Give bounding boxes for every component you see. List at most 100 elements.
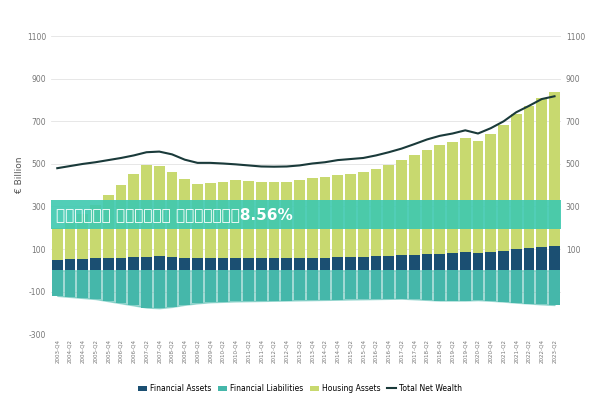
Bar [141, 257, 152, 270]
Bar [116, 258, 127, 270]
Bar [383, 256, 394, 270]
Bar [90, 205, 101, 258]
Bar [154, 256, 164, 270]
Bar [320, 270, 331, 300]
Bar [167, 257, 178, 270]
Bar [473, 253, 484, 270]
Bar [447, 142, 458, 253]
Bar [332, 257, 343, 270]
Bar [65, 270, 76, 297]
Bar [141, 165, 152, 257]
Bar [307, 178, 317, 258]
Bar [460, 252, 470, 270]
Bar [269, 182, 280, 258]
Bar [536, 98, 547, 247]
Bar [90, 258, 101, 270]
Bar [485, 270, 496, 301]
Bar [192, 258, 203, 270]
Bar [524, 248, 535, 270]
Bar [294, 270, 305, 300]
Bar [205, 270, 215, 302]
Bar [51, 200, 561, 229]
Bar [549, 92, 560, 246]
Bar [473, 140, 484, 253]
Bar [77, 270, 88, 298]
Bar [154, 166, 164, 256]
Text: 股票配资门槛 极光盘中异动 下午盘股价大跨8.56%: 股票配资门槛 极光盘中异动 下午盘股价大跨8.56% [56, 207, 293, 222]
Bar [243, 181, 254, 258]
Bar [447, 270, 458, 300]
Bar [243, 258, 254, 270]
Bar [422, 150, 433, 254]
Bar [281, 258, 292, 270]
Bar [498, 270, 509, 302]
Bar [167, 270, 178, 307]
Bar [65, 259, 76, 270]
Bar [396, 256, 407, 270]
Bar [269, 270, 280, 301]
Bar [498, 124, 509, 250]
Bar [218, 270, 229, 302]
Bar [320, 258, 331, 270]
Bar [243, 270, 254, 301]
Bar [179, 270, 190, 305]
Bar [460, 270, 470, 300]
Bar [77, 214, 88, 259]
Bar [485, 252, 496, 270]
Bar [218, 182, 229, 258]
Bar [383, 164, 394, 256]
Bar [422, 270, 433, 300]
Bar [485, 134, 496, 252]
Bar [128, 270, 139, 306]
Bar [524, 106, 535, 248]
Bar [128, 257, 139, 270]
Bar [307, 258, 317, 270]
Bar [65, 222, 76, 259]
Bar [358, 257, 368, 270]
Bar [332, 270, 343, 300]
Bar [294, 258, 305, 270]
Bar [116, 270, 127, 303]
Bar [281, 182, 292, 258]
Bar [103, 195, 113, 258]
Bar [511, 249, 521, 270]
Bar [256, 182, 266, 258]
Bar [103, 270, 113, 301]
Bar [511, 114, 521, 249]
Bar [371, 270, 382, 299]
Bar [205, 183, 215, 258]
Bar [77, 259, 88, 270]
Bar [52, 228, 62, 260]
Bar [128, 174, 139, 257]
Bar [90, 270, 101, 299]
Bar [511, 270, 521, 303]
Bar [192, 184, 203, 258]
Y-axis label: € Billion: € Billion [15, 156, 24, 193]
Bar [396, 270, 407, 299]
Bar [371, 256, 382, 270]
Bar [358, 172, 368, 257]
Bar [281, 270, 292, 300]
Bar [205, 258, 215, 270]
Legend: Financial Assets, Financial Liabilities, Housing Assets, Total Net Wealth: Financial Assets, Financial Liabilities,… [135, 381, 465, 396]
Bar [422, 254, 433, 270]
Bar [52, 270, 62, 296]
Bar [409, 155, 419, 255]
Bar [256, 258, 266, 270]
Bar [345, 174, 356, 257]
Bar [179, 179, 190, 258]
Bar [52, 260, 62, 270]
Bar [409, 255, 419, 270]
Bar [396, 160, 407, 256]
Bar [549, 270, 560, 305]
Bar [167, 172, 178, 257]
Bar [230, 180, 241, 258]
Bar [536, 270, 547, 304]
Bar [103, 258, 113, 270]
Bar [434, 254, 445, 270]
Bar [345, 270, 356, 300]
Bar [345, 257, 356, 270]
Bar [154, 270, 164, 308]
Bar [536, 247, 547, 270]
Bar [192, 270, 203, 303]
